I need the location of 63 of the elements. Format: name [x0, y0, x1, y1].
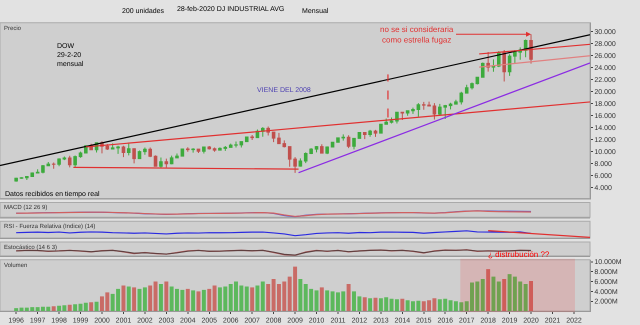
- candlestick: [529, 34, 533, 64]
- candlestick: [293, 156, 297, 174]
- candlestick: [224, 146, 228, 152]
- candlestick: [110, 142, 114, 150]
- candlestick: [438, 103, 442, 116]
- candlestick: [202, 146, 206, 154]
- candlestick: [304, 152, 308, 164]
- bar: [502, 279, 506, 312]
- bar: [346, 284, 351, 312]
- candlestick: [288, 146, 292, 168]
- bar: [164, 282, 168, 312]
- annotation: no se si consideraria como estrella fugaz: [380, 25, 454, 44]
- candlestick: [422, 101, 426, 110]
- candlestick: [244, 136, 249, 142]
- candlestick: [282, 140, 286, 148]
- candlestick: [159, 156, 163, 170]
- candlestick: [68, 155, 72, 168]
- bar: [250, 287, 254, 312]
- candlestick: [52, 162, 56, 170]
- candlestick: [400, 112, 404, 120]
- candlestick: [186, 146, 190, 152]
- candlestick: [30, 172, 34, 178]
- bar: [320, 287, 324, 312]
- candlestick: [126, 143, 131, 156]
- bar: [486, 269, 490, 312]
- bar: [529, 281, 534, 312]
- candlestick: [325, 146, 329, 155]
- candlestick: [374, 129, 378, 138]
- candlestick: [346, 134, 350, 149]
- candlestick: [492, 58, 496, 72]
- candlestick: [46, 161, 50, 167]
- candlestick: [368, 129, 372, 138]
- candlestick: [443, 104, 448, 120]
- candlestick: [207, 146, 212, 150]
- candlestick: [298, 158, 302, 168]
- bar: [196, 291, 200, 312]
- bar: [368, 298, 372, 312]
- candlestick: [122, 145, 126, 158]
- candlestick: [362, 131, 367, 140]
- bar: [68, 304, 72, 312]
- bar: [121, 285, 126, 312]
- bar: [89, 302, 94, 312]
- band-label: ¿ distrubución ??: [488, 250, 550, 259]
- candlestick: [191, 148, 195, 154]
- candlestick: [196, 148, 200, 154]
- candlestick: [379, 124, 383, 134]
- bar: [52, 306, 56, 312]
- bar: [400, 298, 404, 312]
- bar: [186, 288, 190, 312]
- candlestick: [132, 148, 136, 164]
- candlestick: [320, 144, 324, 154]
- bar: [191, 290, 196, 312]
- candlestick: [250, 134, 254, 141]
- candlestick: [502, 50, 506, 82]
- candlestick: [116, 145, 120, 154]
- bar: [158, 284, 163, 312]
- bar: [202, 290, 206, 312]
- candlestick: [460, 91, 464, 105]
- bar: [132, 287, 136, 312]
- bar: [94, 302, 99, 312]
- candlestick: [164, 158, 168, 168]
- candlestick: [212, 147, 216, 152]
- bar: [374, 298, 378, 312]
